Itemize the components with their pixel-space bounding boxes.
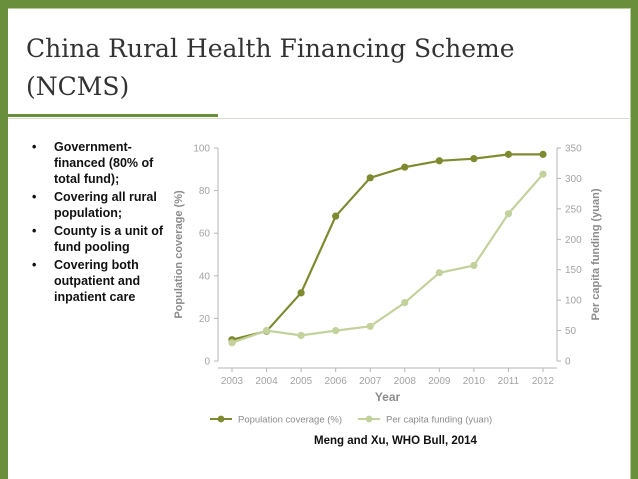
bullet-item: • Covering both outpatient and inpatient …	[32, 257, 167, 305]
data-point-funding	[539, 170, 547, 178]
y-axis-title-left: Population coverage (%)	[173, 190, 185, 319]
legend-label: Per capita funding (yuan)	[386, 415, 492, 426]
data-point-coverage	[435, 157, 443, 165]
series-line-funding	[231, 173, 544, 344]
data-point-coverage	[504, 150, 513, 158]
data-point-coverage	[401, 163, 409, 171]
bullet-item: • Covering all rural population;	[32, 189, 167, 221]
bullet-dot-icon: •	[32, 224, 37, 238]
bullet-text: County is a unit of fund pooling	[54, 224, 164, 254]
y-tick-label-right: 250	[565, 204, 582, 215]
data-point-funding	[470, 261, 478, 270]
slide-frame-left	[0, 0, 8, 479]
y-tick-label-left: 40	[199, 271, 211, 282]
x-tick-label: 2008	[394, 376, 417, 387]
y-tick-label-left: 100	[193, 144, 210, 155]
y-tick-label-right: 150	[565, 265, 582, 276]
bullet-item: • Government-financed (80% of total fund)…	[32, 139, 167, 187]
bullet-dot-icon: •	[32, 258, 37, 272]
legend-marker-swatch	[217, 415, 225, 423]
x-axis-title: Year	[375, 390, 401, 404]
y-tick-label-right: 200	[565, 235, 582, 246]
bullet-dot-icon: •	[32, 190, 37, 204]
x-tick-label: 2011	[498, 376, 520, 387]
y-tick-label-right: 100	[565, 296, 582, 307]
bullet-text: Covering both outpatient and inpatient c…	[54, 258, 141, 304]
bullet-list: • Government-financed (80% of total fund)…	[32, 139, 167, 307]
y-tick-label-right: 0	[565, 357, 571, 368]
data-point-coverage	[539, 150, 547, 158]
x-tick-label: 2010	[463, 376, 486, 387]
line-chart: 0 20 40 60 80 100 0 50 100 150 200 250 300 350 2003 200…	[173, 144, 602, 426]
bullet-text: Government-financed (80% of total fund);	[54, 140, 154, 186]
bullet-dot-icon: •	[32, 140, 37, 154]
title-accent-bar	[8, 114, 218, 117]
x-tick-label: 2003	[221, 376, 244, 387]
y-tick-label-right: 350	[565, 144, 582, 155]
series-line-coverage	[231, 153, 543, 341]
y-tick-label-right: 50	[565, 326, 577, 337]
x-tick-label: 2004	[255, 376, 278, 387]
y-tick-label-left: 80	[199, 186, 211, 197]
bullet-text: Covering all rural population;	[54, 190, 157, 220]
slide-frame-right	[631, 0, 638, 479]
slide-frame-inner-right	[630, 8, 631, 479]
x-tick-label: 2006	[325, 376, 348, 387]
legend-marker-swatch	[365, 415, 373, 423]
data-point-coverage	[366, 174, 374, 182]
x-tick-label: 2009	[428, 376, 451, 387]
data-point-funding	[504, 210, 513, 218]
y-axis-title-right: Per capita funding (yuan)	[590, 188, 602, 320]
bullet-item: • County is a unit of fund pooling	[32, 223, 167, 255]
data-point-funding	[332, 326, 340, 335]
slide-title: China Rural Health Financing Scheme (NCM…	[26, 34, 515, 101]
source-credit: Meng and Xu, WHO Bull, 2014	[314, 435, 477, 447]
legend-label: Population coverage (%)	[238, 415, 342, 426]
data-point-coverage	[332, 212, 340, 220]
data-point-funding	[262, 326, 271, 335]
chart-container: 0 20 40 60 80 100 0 50 100 150 200 250 300 350 2003 200…	[168, 133, 612, 433]
data-point-funding	[366, 322, 374, 330]
data-point-funding	[228, 339, 236, 347]
x-tick-label: 2005	[290, 376, 313, 387]
slide-frame-top	[0, 0, 638, 8]
y-tick-label-right: 300	[565, 174, 582, 185]
title-divider	[8, 118, 631, 119]
data-point-coverage	[297, 289, 305, 297]
data-point-coverage	[470, 155, 478, 163]
x-tick-label: 2007	[359, 376, 382, 387]
y-tick-label-left: 20	[199, 314, 211, 325]
x-tick-label: 2012	[532, 376, 555, 387]
data-point-funding	[435, 269, 443, 277]
data-point-funding	[401, 298, 409, 307]
slide-frame-inner-top	[8, 8, 631, 9]
data-point-funding	[297, 331, 305, 340]
y-tick-label-left: 0	[204, 357, 210, 368]
y-tick-label-left: 60	[199, 229, 211, 240]
